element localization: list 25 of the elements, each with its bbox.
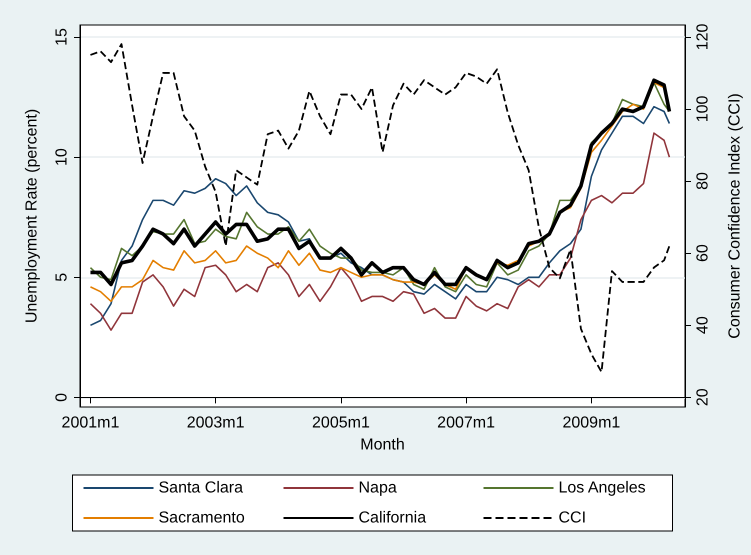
x-tick-label: 2001m1 — [62, 414, 120, 432]
y2-tick-label: 120 — [694, 23, 712, 50]
y-tick-label: 0 — [54, 392, 70, 402]
legend-label: CCI — [558, 510, 586, 526]
y2-tick-label: 100 — [694, 96, 712, 122]
legend-label: California — [358, 510, 426, 526]
legend-label: Sacramento — [158, 510, 245, 526]
y-axis-title: Unemployment Rate (percent) — [24, 108, 40, 324]
x-axis-title: Month — [360, 436, 405, 454]
legend-label: Los Angeles — [558, 480, 646, 496]
y2-tick-label: 40 — [694, 316, 712, 334]
y2-tick-label: 80 — [694, 172, 712, 190]
y-tick-label: 10 — [54, 148, 70, 166]
y2-tick-label: 60 — [694, 244, 712, 262]
y2-axis-title: Consumer Confidence Index (CCI) — [726, 93, 744, 339]
legend-label: Santa Clara — [158, 480, 244, 496]
y-tick-label: 15 — [54, 28, 70, 46]
line-series — [90, 43, 670, 373]
y-tick-label: 5 — [54, 272, 70, 282]
x-tick-label: 2007m1 — [437, 414, 496, 432]
x-tick-label: 2009m1 — [562, 414, 620, 432]
legend-label: Napa — [358, 480, 397, 496]
x-tick-label: 2005m1 — [312, 414, 370, 432]
y2-tick-label: 20 — [694, 388, 712, 406]
x-tick-label: 2003m1 — [186, 414, 245, 432]
